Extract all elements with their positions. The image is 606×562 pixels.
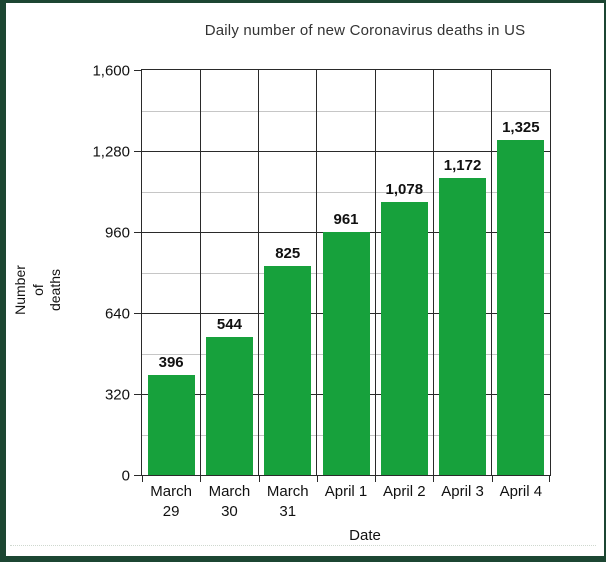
bar xyxy=(147,374,195,475)
gridline-vertical xyxy=(491,70,493,475)
gridline-vertical xyxy=(199,70,201,475)
plot-area: 396 544 825 961 1,078 1,172 1,325 xyxy=(141,69,551,476)
x-tick-mark xyxy=(491,476,493,482)
x-tick-label: April 3 xyxy=(441,483,484,500)
x-tick-mark xyxy=(375,476,377,482)
y-tick-label: 320 xyxy=(104,386,130,403)
x-tick-mark xyxy=(433,476,435,482)
x-tick-mark xyxy=(258,476,260,482)
y-tick-label: 640 xyxy=(104,305,130,322)
y-tick-mark xyxy=(134,313,141,314)
bar xyxy=(205,337,253,475)
bar xyxy=(439,178,487,475)
frame-border-left xyxy=(0,0,6,562)
y-tick-mark xyxy=(134,394,141,395)
gridline-minor xyxy=(142,110,550,112)
bar xyxy=(380,202,428,475)
y-tick-label: 1,280 xyxy=(92,143,130,160)
frame-border-bottom xyxy=(0,556,606,562)
x-tick-label: April 2 xyxy=(383,483,426,500)
frame-border-right xyxy=(604,0,606,562)
bar xyxy=(497,139,545,475)
bar-value-label: 1,325 xyxy=(502,118,540,136)
y-tick-mark xyxy=(134,151,141,152)
y-tick-label: 960 xyxy=(104,224,130,241)
bar-value-label: 544 xyxy=(216,316,242,334)
x-axis-title: Date xyxy=(349,527,381,544)
gridline-vertical xyxy=(374,70,376,475)
gridline-major xyxy=(142,151,550,152)
x-tick-label: March 31 xyxy=(266,483,309,521)
gridline-vertical xyxy=(258,70,260,475)
y-tick-mark xyxy=(134,232,141,233)
chart-title: Daily number of new Coronavirus deaths i… xyxy=(204,22,526,39)
y-tick-mark xyxy=(134,475,141,476)
bar-value-label: 1,172 xyxy=(443,157,482,175)
bar-value-label: 961 xyxy=(333,210,359,228)
x-tick-label: April 1 xyxy=(324,483,368,500)
bar-value-label: 825 xyxy=(275,245,301,263)
gridline-minor xyxy=(142,191,550,193)
x-tick-mark xyxy=(316,476,318,482)
bar xyxy=(322,231,370,475)
y-tick-label: 1,600 xyxy=(92,62,130,79)
bar xyxy=(264,266,312,475)
x-tick-label: March 29 xyxy=(150,483,192,521)
bar-value-label: 1,078 xyxy=(385,181,424,199)
x-tick-label: March 30 xyxy=(208,483,251,521)
y-tick-label: 0 xyxy=(121,467,130,484)
x-tick-mark xyxy=(142,476,143,482)
x-tick-mark xyxy=(200,476,202,482)
gridline-vertical xyxy=(432,70,434,475)
x-tick-label: April 4 xyxy=(499,483,543,500)
y-tick-mark xyxy=(134,70,141,71)
gridline-vertical xyxy=(316,70,318,475)
footer-divider xyxy=(10,545,596,546)
x-tick-mark xyxy=(549,476,550,482)
frame-border-top xyxy=(0,0,606,3)
bar-value-label: 396 xyxy=(158,353,184,371)
y-axis-title: Number of deaths xyxy=(11,265,63,315)
